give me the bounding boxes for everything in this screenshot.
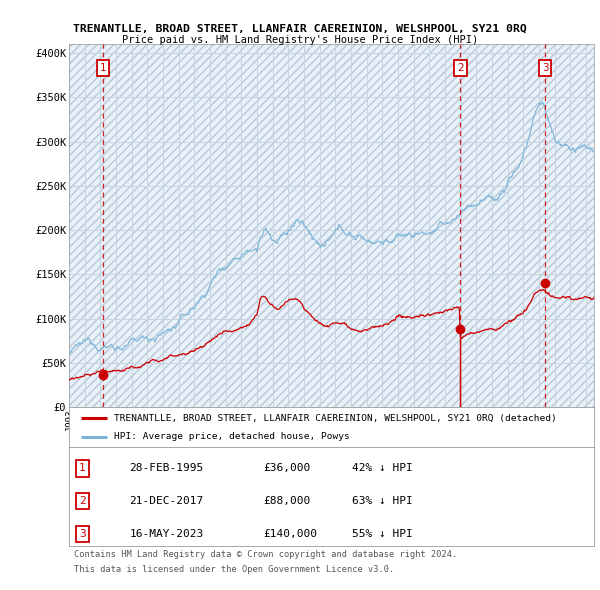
- Text: 3: 3: [542, 63, 548, 73]
- Text: £36,000: £36,000: [263, 463, 311, 473]
- Text: 3: 3: [79, 529, 86, 539]
- Text: TRENANTLLE, BROAD STREET, LLANFAIR CAEREINION, WELSHPOOL, SY21 0RQ (detached): TRENANTLLE, BROAD STREET, LLANFAIR CAERE…: [113, 414, 556, 422]
- Text: 2: 2: [79, 496, 86, 506]
- Text: 16-MAY-2023: 16-MAY-2023: [130, 529, 203, 539]
- Text: 21-DEC-2017: 21-DEC-2017: [130, 496, 203, 506]
- Text: Price paid vs. HM Land Registry's House Price Index (HPI): Price paid vs. HM Land Registry's House …: [122, 35, 478, 45]
- Text: 1: 1: [79, 463, 86, 473]
- Text: HPI: Average price, detached house, Powys: HPI: Average price, detached house, Powy…: [113, 432, 349, 441]
- Text: Contains HM Land Registry data © Crown copyright and database right 2024.: Contains HM Land Registry data © Crown c…: [74, 550, 458, 559]
- Text: 42% ↓ HPI: 42% ↓ HPI: [353, 463, 413, 473]
- Text: This data is licensed under the Open Government Licence v3.0.: This data is licensed under the Open Gov…: [74, 565, 395, 574]
- Text: 28-FEB-1995: 28-FEB-1995: [130, 463, 203, 473]
- Text: 2: 2: [457, 63, 464, 73]
- Text: TRENANTLLE, BROAD STREET, LLANFAIR CAEREINION, WELSHPOOL, SY21 0RQ: TRENANTLLE, BROAD STREET, LLANFAIR CAERE…: [73, 24, 527, 34]
- Text: 55% ↓ HPI: 55% ↓ HPI: [353, 529, 413, 539]
- Text: 63% ↓ HPI: 63% ↓ HPI: [353, 496, 413, 506]
- Text: £140,000: £140,000: [263, 529, 317, 539]
- Text: £88,000: £88,000: [263, 496, 311, 506]
- Text: 1: 1: [100, 63, 106, 73]
